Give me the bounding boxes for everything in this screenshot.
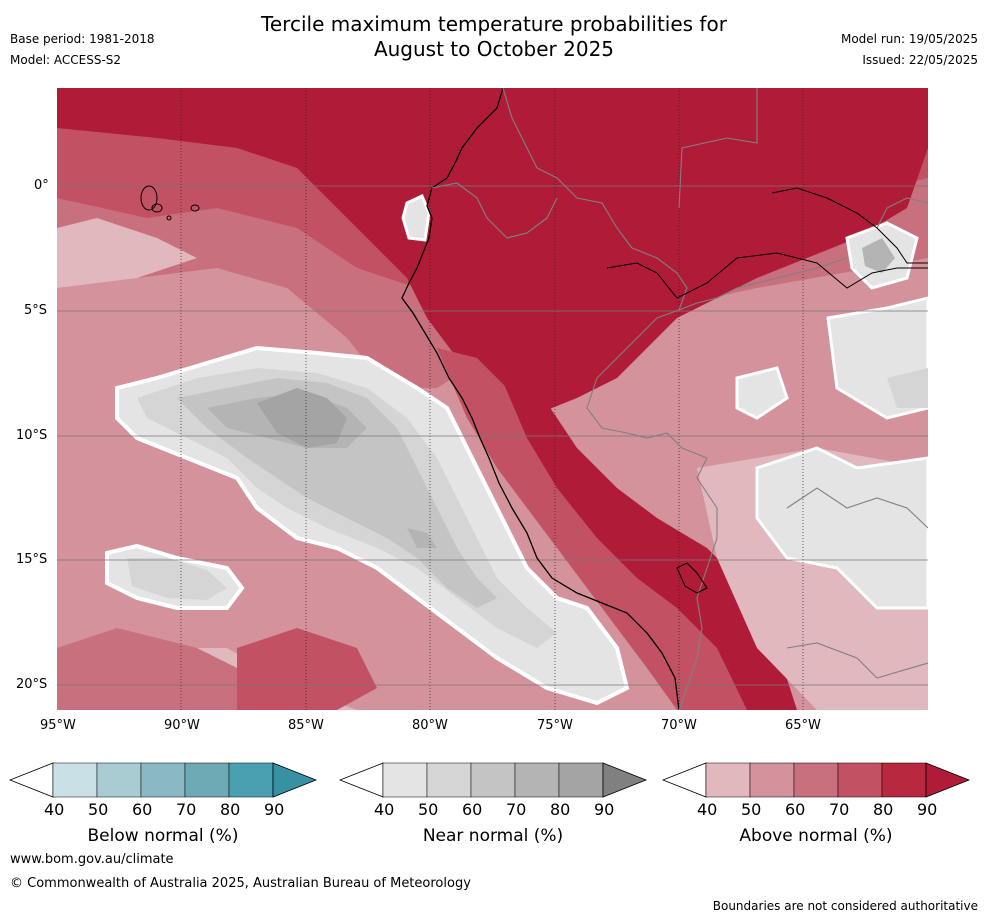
cb-above-tick-90: 90 <box>917 800 938 819</box>
cb-below-tick-60: 60 <box>132 800 153 819</box>
region-above-80-north <box>57 88 928 418</box>
colorbar-above <box>661 762 971 798</box>
region-near-sw-core <box>127 558 227 600</box>
lon-tick-85w: 85°W <box>288 718 324 733</box>
cb-above-tick-50: 50 <box>741 800 762 819</box>
colorbar-above-bin-1 <box>705 762 751 798</box>
issued-date: Issued: 22/05/2025 <box>862 53 978 67</box>
colorbar-above-over <box>925 762 971 798</box>
colorbar-near-bin-4 <box>514 762 560 798</box>
cb-below-tick-50: 50 <box>88 800 109 819</box>
colorbar-below-under <box>8 762 54 798</box>
footer-disclaimer: Boundaries are not considered authoritat… <box>712 899 978 913</box>
lat-tick-5s: 5°S <box>24 303 48 318</box>
lat-tick-10s: 10°S <box>16 428 48 443</box>
colorbar-below-over <box>272 762 318 798</box>
cb-below-tick-90: 90 <box>264 800 285 819</box>
colorbar-below-bin-5 <box>228 762 274 798</box>
cb-near-tick-40: 40 <box>374 800 395 819</box>
colorbar-below-bin-4 <box>184 762 230 798</box>
country-borders <box>431 88 928 710</box>
cb-above-tick-80: 80 <box>873 800 894 819</box>
colorbar-near-bin-5 <box>558 762 604 798</box>
model-run: Model run: 19/05/2025 <box>840 32 978 46</box>
colorbar-above-label: Above normal (%) <box>739 826 893 846</box>
colorbar-near-over <box>602 762 648 798</box>
colorbar-near <box>338 762 648 798</box>
river-north <box>771 187 928 264</box>
lon-tick-95w: 95°W <box>40 718 76 733</box>
galapagos-islands <box>140 185 200 221</box>
cb-near-tick-70: 70 <box>506 800 527 819</box>
title-line-2: August to October 2025 <box>373 37 615 61</box>
meta-right: Model run: 19/05/2025 Issued: 22/05/2025 <box>841 29 978 71</box>
region-near-coastal-blob <box>401 193 431 242</box>
meta-left: Base period: 1981-2018 Model: ACCESS-S2 <box>10 29 155 71</box>
colorbar-above-ticks: 40 50 60 70 80 90 <box>661 800 973 820</box>
probability-map <box>57 88 928 710</box>
colorbar-near-ticks: 40 50 60 70 80 90 <box>338 800 650 820</box>
colorbar-near-bin-3 <box>470 762 516 798</box>
footer-copyright: © Commonwealth of Australia 2025, Austra… <box>10 876 471 891</box>
cb-above-tick-40: 40 <box>697 800 718 819</box>
colorbar-below-bin-2 <box>96 762 142 798</box>
coastline <box>401 88 680 710</box>
lake-titicaca <box>676 562 708 594</box>
cb-near-tick-50: 50 <box>418 800 439 819</box>
colorbar-near-label: Near normal (%) <box>422 826 564 846</box>
region-above-70-south <box>237 628 377 710</box>
lon-tick-75w: 75°W <box>537 718 573 733</box>
base-period: Base period: 1981-2018 <box>10 32 155 46</box>
lon-tick-80w: 80°W <box>412 718 448 733</box>
lon-tick-70w: 70°W <box>661 718 697 733</box>
cb-above-tick-70: 70 <box>829 800 850 819</box>
chart-title: Tercile maximum temperature probabilitie… <box>0 12 988 62</box>
colorbar-above-under <box>661 762 707 798</box>
region-above-80-andes <box>497 368 797 710</box>
colorbar-above-bin-3 <box>793 762 839 798</box>
colorbar-near-bin-1 <box>382 762 428 798</box>
colorbar-below-bin-1 <box>52 762 98 798</box>
cb-below-tick-40: 40 <box>44 800 65 819</box>
lat-tick-20s: 20°S <box>16 677 48 692</box>
colorbar-below-bin-3 <box>140 762 186 798</box>
cb-near-tick-80: 80 <box>550 800 571 819</box>
cb-below-tick-80: 80 <box>220 800 241 819</box>
cb-near-tick-90: 90 <box>594 800 615 819</box>
colorbar-below-label: Below normal (%) <box>87 826 239 846</box>
lon-tick-90w: 90°W <box>164 718 200 733</box>
title-line-1: Tercile maximum temperature probabilitie… <box>261 12 727 36</box>
colorbar-above-bin-2 <box>749 762 795 798</box>
cb-near-tick-60: 60 <box>462 800 483 819</box>
region-near-east <box>755 446 928 610</box>
colorbar-near-under <box>338 762 384 798</box>
river-amazon <box>606 252 928 299</box>
colorbar-below <box>8 762 318 798</box>
cb-below-tick-70: 70 <box>176 800 197 819</box>
region-above-40-west <box>57 218 197 288</box>
colorbar-near-bin-2 <box>426 762 472 798</box>
parallels <box>57 185 928 686</box>
region-near-pacific-80 <box>257 388 347 448</box>
lat-tick-0: 0° <box>34 178 49 193</box>
colorbar-above-bin-4 <box>837 762 883 798</box>
footer-url: www.bom.gov.au/climate <box>10 852 174 867</box>
region-near-east-3 <box>887 368 928 408</box>
region-near-pacific-small <box>407 528 437 548</box>
colorbar-above-bin-5 <box>881 762 927 798</box>
cb-above-tick-60: 60 <box>785 800 806 819</box>
model-name: Model: ACCESS-S2 <box>10 53 122 67</box>
lat-tick-15s: 15°S <box>16 552 48 567</box>
region-near-ne-core <box>862 238 895 273</box>
lon-tick-65w: 65°W <box>785 718 821 733</box>
region-near-east-blob <box>735 366 789 420</box>
colorbar-below-ticks: 40 50 60 70 80 90 <box>8 800 320 820</box>
